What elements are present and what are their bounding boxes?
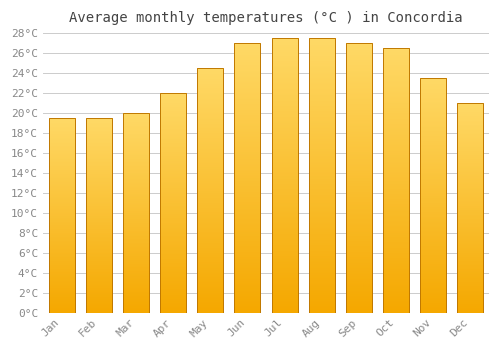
Bar	[86, 118, 112, 313]
Bar	[234, 43, 260, 313]
Bar	[458, 103, 483, 313]
Bar	[123, 113, 149, 313]
Bar	[160, 93, 186, 313]
Bar	[420, 78, 446, 313]
Bar	[48, 118, 74, 313]
Title: Average monthly temperatures (°C ) in Concordia: Average monthly temperatures (°C ) in Co…	[69, 11, 462, 25]
Bar	[346, 43, 372, 313]
Bar	[308, 38, 334, 313]
Bar	[272, 38, 297, 313]
Bar	[383, 48, 409, 313]
Bar	[197, 68, 223, 313]
